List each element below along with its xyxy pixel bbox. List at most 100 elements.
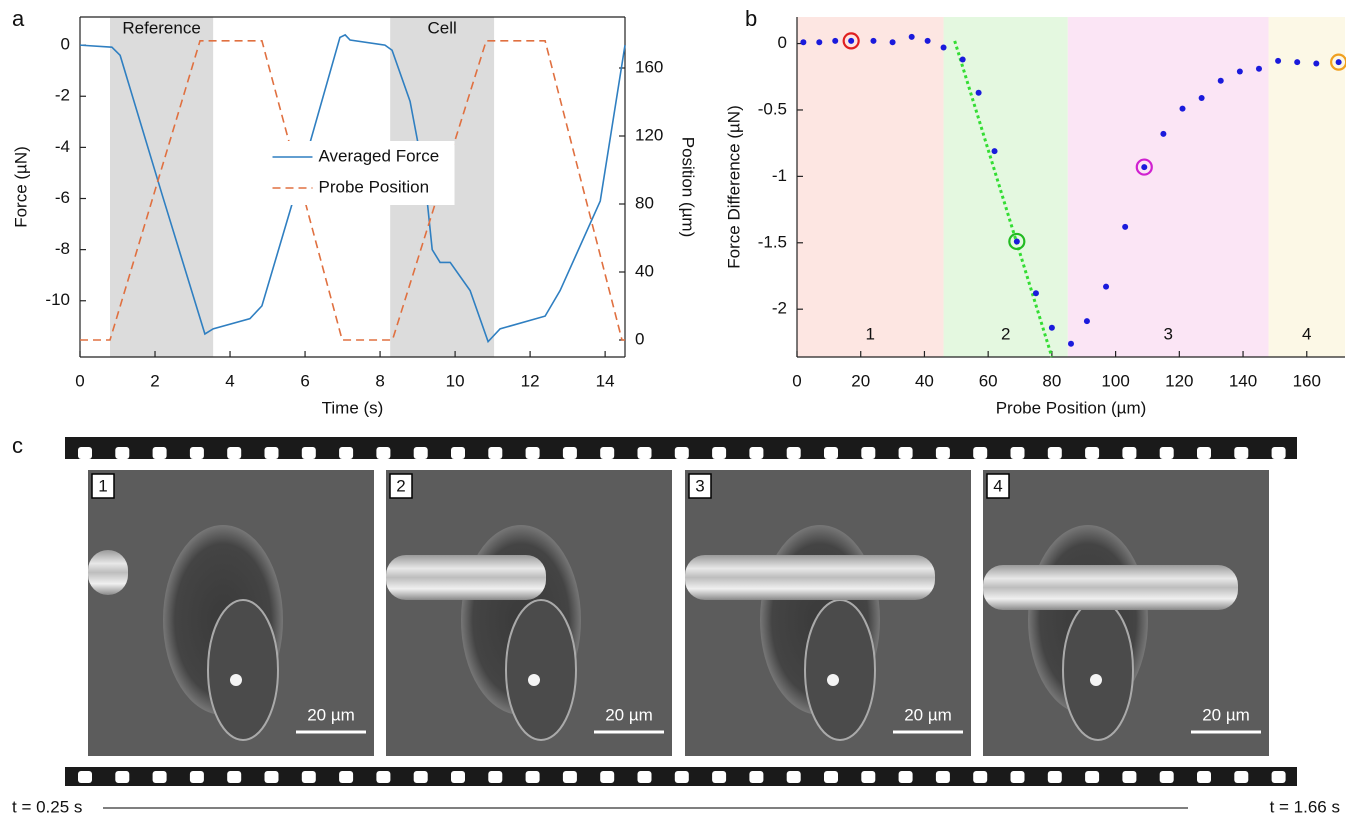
film-hole — [413, 447, 428, 459]
film-hole — [301, 771, 316, 783]
vesicle — [827, 674, 839, 686]
y-tick-label: -4 — [55, 137, 70, 156]
film-hole — [749, 771, 764, 783]
frame-label-box — [389, 473, 413, 499]
x-tick-label: 4 — [225, 371, 234, 390]
y-axis-label: Force Difference (µN) — [724, 105, 743, 268]
data-point — [1179, 105, 1186, 112]
legend-label: Averaged Force — [319, 146, 440, 165]
data-line — [80, 40, 625, 341]
film-hole — [525, 447, 540, 459]
x-tick-label: 6 — [300, 371, 309, 390]
data-point — [940, 44, 947, 51]
film-hole — [78, 447, 92, 459]
y-tick-label: 0 — [61, 35, 70, 54]
data-point — [1198, 95, 1205, 102]
x-tick-label: 20 — [851, 371, 870, 390]
data-point — [975, 89, 982, 96]
region-label: 2 — [1001, 324, 1010, 343]
data-point — [1103, 283, 1110, 290]
y2-tick-label: 80 — [635, 193, 654, 212]
x-axis-label: Probe Position (µm) — [996, 398, 1147, 417]
x-tick-label: 10 — [446, 371, 465, 390]
data-line — [79, 33, 626, 344]
film-hole — [152, 447, 167, 459]
film-hole — [339, 771, 354, 783]
film-hole — [898, 447, 913, 459]
y-tick-label: -6 — [55, 188, 70, 207]
film-hole — [637, 771, 652, 783]
data-point — [889, 39, 896, 46]
shaded-region — [110, 17, 214, 357]
film-hole — [1010, 447, 1025, 459]
film-hole — [1085, 447, 1100, 459]
data-point — [1255, 65, 1262, 72]
film-hole — [712, 447, 727, 459]
shaded-region — [1268, 17, 1345, 357]
film-hole — [301, 447, 316, 459]
data-point — [924, 37, 931, 44]
film-hole — [1271, 771, 1286, 783]
region-label: Cell — [427, 18, 456, 37]
film-hole — [749, 447, 764, 459]
y2-tick-label: 0 — [635, 329, 644, 348]
y-tick-label: -0.5 — [758, 99, 787, 118]
y2-axis-label: Position (µm) — [679, 137, 698, 237]
cell-body — [207, 599, 279, 741]
region-label: 1 — [866, 324, 875, 343]
x-tick-label: 40 — [915, 371, 934, 390]
film-hole — [1010, 771, 1025, 783]
x-tick-label: 80 — [1042, 371, 1061, 390]
film-hole — [1234, 771, 1249, 783]
film-hole — [1197, 771, 1211, 783]
film-hole — [227, 447, 242, 459]
film-hole — [935, 447, 950, 459]
scale-bar-label: 20 µm — [307, 705, 355, 724]
data-point — [1294, 59, 1301, 66]
film-hole — [562, 447, 577, 459]
y-tick-label: -2 — [55, 86, 70, 105]
frame-label: 3 — [695, 476, 704, 495]
film-hole — [824, 771, 838, 783]
cell-body — [1062, 599, 1134, 741]
data-point — [1068, 340, 1074, 347]
data-point — [1032, 290, 1039, 297]
film-hole — [1047, 447, 1062, 459]
legend-label: Probe Position — [319, 177, 430, 196]
time-end: t = 1.66 s — [1270, 797, 1340, 816]
film-hole — [600, 447, 615, 459]
film-hole — [376, 771, 391, 783]
highlight-ring — [1330, 53, 1346, 71]
scale-bar-label: 20 µm — [904, 705, 952, 724]
data-point — [848, 37, 855, 44]
cell-body — [505, 599, 577, 741]
panel-label: b — [745, 6, 757, 31]
highlight-ring — [1135, 158, 1153, 176]
fit-line — [953, 40, 1054, 358]
legend-box — [264, 141, 455, 205]
y-tick-label: -8 — [55, 239, 70, 258]
film-hole — [451, 771, 465, 783]
x-tick-label: 0 — [75, 371, 84, 390]
film-hole — [786, 771, 801, 783]
time-start: t = 0.25 s — [12, 797, 82, 816]
film-hole — [189, 771, 204, 783]
film-hole — [488, 447, 503, 459]
x-tick-label: 60 — [979, 371, 998, 390]
y-tick-label: -10 — [45, 290, 70, 309]
data-point — [800, 39, 807, 46]
film-hole — [1234, 447, 1249, 459]
vesicle — [528, 674, 540, 686]
panel-label: c — [12, 433, 23, 458]
x-tick-label: 2 — [150, 371, 159, 390]
data-point — [816, 39, 823, 46]
film-hole — [488, 771, 503, 783]
film-hole — [1197, 447, 1211, 459]
x-tick-label: 100 — [1101, 371, 1129, 390]
film-hole — [935, 771, 950, 783]
film-hole — [451, 447, 465, 459]
film-hole — [115, 771, 130, 783]
data-point — [1160, 130, 1167, 137]
film-hole — [1159, 771, 1174, 783]
vesicle — [230, 674, 242, 686]
